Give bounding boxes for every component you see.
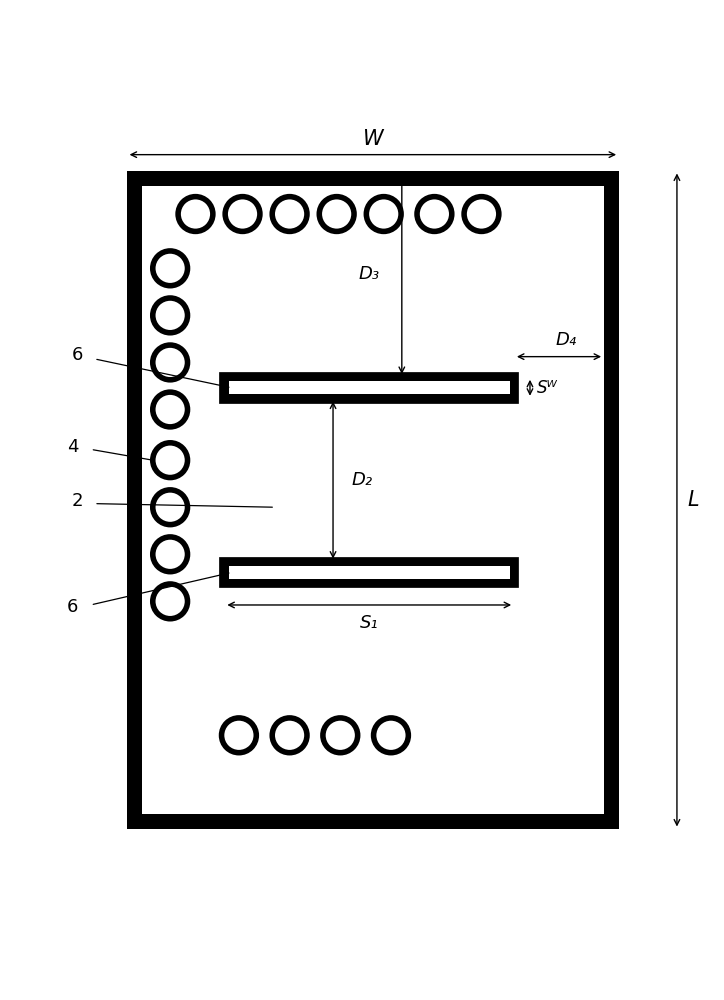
Bar xyxy=(224,562,514,583)
Bar xyxy=(229,381,510,394)
Text: D₂: D₂ xyxy=(351,471,372,489)
Bar xyxy=(142,186,604,814)
Bar xyxy=(224,377,514,399)
Text: 6: 6 xyxy=(72,346,83,364)
Text: 4: 4 xyxy=(67,438,78,456)
Text: Sᵂ: Sᵂ xyxy=(537,379,558,397)
Bar xyxy=(229,566,510,579)
Text: 2: 2 xyxy=(72,492,83,510)
Text: S₁: S₁ xyxy=(360,614,379,632)
Text: W: W xyxy=(363,129,383,149)
Text: D₃: D₃ xyxy=(358,265,380,283)
Text: D₄: D₄ xyxy=(556,331,577,349)
Text: L: L xyxy=(688,490,699,510)
Text: 6: 6 xyxy=(67,598,78,616)
Bar xyxy=(127,171,619,829)
